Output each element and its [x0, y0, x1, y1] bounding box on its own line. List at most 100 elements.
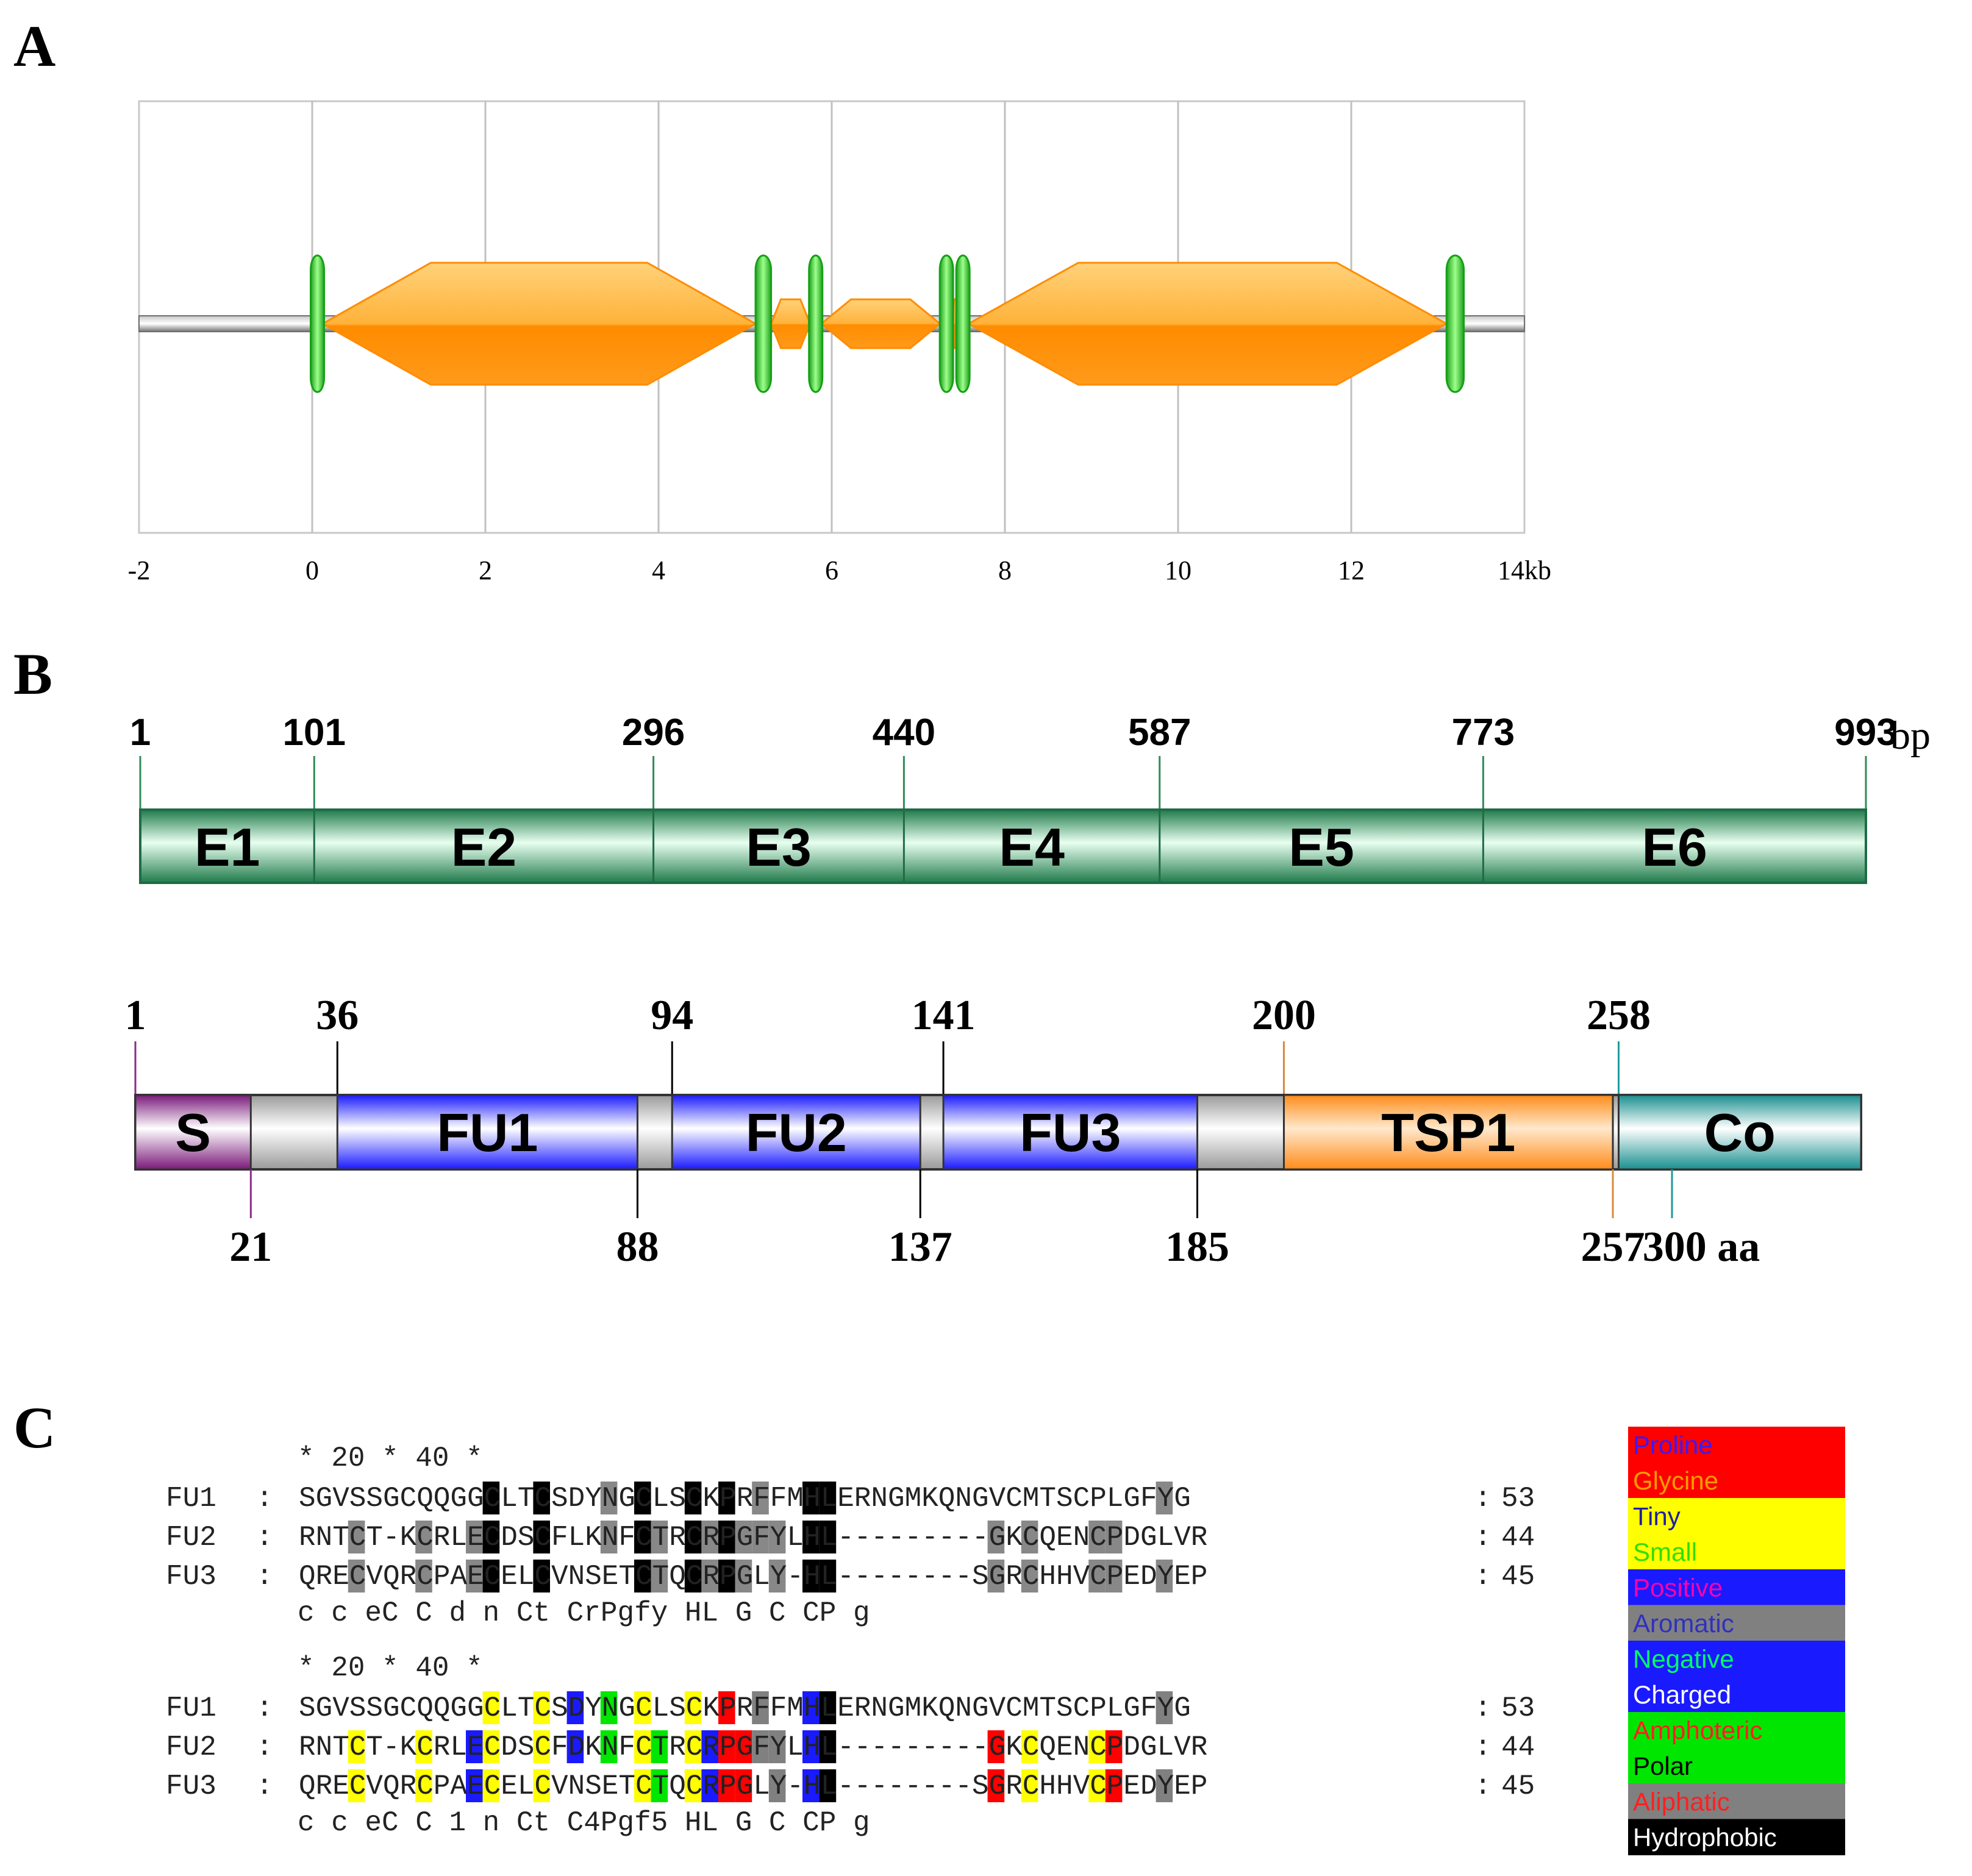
residue-shade	[1021, 1730, 1038, 1763]
residue: C	[1090, 1771, 1107, 1802]
residue-shade	[600, 1691, 618, 1724]
legend-label: Proline	[1633, 1431, 1713, 1460]
residue: T	[652, 1732, 670, 1763]
residue: T	[366, 1732, 383, 1763]
residue: T	[366, 1522, 383, 1553]
residue-shade	[1088, 1730, 1106, 1763]
residue: M	[905, 1483, 922, 1514]
residue: Q	[299, 1771, 316, 1802]
separator: :	[256, 1771, 273, 1802]
residue-shade	[1105, 1769, 1123, 1802]
residue: P	[720, 1732, 737, 1763]
residue: E	[1056, 1522, 1073, 1553]
residue: L	[1107, 1692, 1124, 1724]
residue: E	[1174, 1771, 1191, 1802]
separator: :	[1474, 1483, 1492, 1514]
residue: N	[602, 1732, 619, 1763]
residue: V	[366, 1771, 383, 1802]
residue: S	[518, 1732, 535, 1763]
residue-shade	[1156, 1482, 1173, 1514]
residue: S	[1056, 1483, 1073, 1514]
residue: Y	[1157, 1771, 1174, 1802]
axis-tick-label: 8	[998, 555, 1012, 585]
residue: C	[534, 1522, 551, 1553]
residue: Y	[1157, 1692, 1174, 1724]
residue: P	[1090, 1483, 1107, 1514]
residue: S	[551, 1692, 568, 1724]
residue: R	[854, 1483, 871, 1514]
residue: Q	[669, 1561, 686, 1592]
residue: V	[1073, 1561, 1090, 1592]
cds-position-label: 101	[283, 712, 346, 754]
legend-swatch	[1628, 1747, 1845, 1784]
residue: L	[450, 1732, 467, 1763]
residue-shade	[701, 1730, 718, 1763]
residue: R	[1191, 1732, 1208, 1763]
residue-shade	[684, 1691, 702, 1724]
residue: F	[753, 1732, 770, 1763]
axis-tick-label: 10	[1165, 555, 1191, 585]
residue: Q	[434, 1692, 451, 1724]
residue-shade	[651, 1521, 668, 1553]
sequence-name: FU3	[166, 1771, 216, 1802]
intron-shape	[770, 298, 812, 349]
residue: N	[871, 1692, 888, 1724]
legend-swatch	[1628, 1783, 1845, 1820]
residue: C	[1073, 1692, 1090, 1724]
residue: S	[366, 1483, 383, 1514]
residue-shade	[735, 1730, 752, 1763]
residue: L	[1157, 1732, 1174, 1763]
cds-position-label: 773	[1452, 712, 1515, 754]
residue-shade	[718, 1521, 735, 1553]
residue-shade	[634, 1769, 651, 1802]
residue: -	[871, 1561, 888, 1592]
residue: K	[702, 1483, 720, 1514]
residue-shade	[701, 1560, 718, 1592]
consensus-line: c c eC C d n Ct CrPgfy HL G C CP g	[298, 1597, 870, 1629]
residue-shade	[768, 1560, 786, 1592]
protein-length-label: 300 aa	[1643, 1224, 1760, 1271]
residue: C	[1090, 1561, 1107, 1592]
residue: R	[669, 1732, 686, 1763]
residue-shade	[482, 1482, 500, 1514]
residue-shade	[634, 1730, 651, 1763]
residue: -	[888, 1561, 905, 1592]
residue-shade	[482, 1521, 500, 1553]
residue: -	[972, 1732, 989, 1763]
separator: :	[256, 1522, 273, 1553]
residue-shade	[718, 1730, 735, 1763]
separator: :	[256, 1483, 273, 1514]
residue: E	[1056, 1732, 1073, 1763]
residue: G	[316, 1483, 333, 1514]
residue: G	[989, 1771, 1006, 1802]
residue-shade	[819, 1560, 837, 1592]
residue-shade	[802, 1482, 820, 1514]
residue-shade	[768, 1521, 786, 1553]
residue: F	[618, 1732, 635, 1763]
axis-tick-label: 14kb	[1498, 555, 1551, 585]
residue: H	[1056, 1561, 1073, 1592]
top-position-label: 1	[125, 992, 146, 1039]
residue-shade	[533, 1521, 550, 1553]
domain-label: FU1	[437, 1102, 538, 1163]
alignment-ruler: * 20 * 40 *	[298, 1652, 483, 1684]
residue: V	[989, 1483, 1006, 1514]
residue: G	[737, 1771, 754, 1802]
protein-bar: S FU1 FU2 FU3 TSP1 Co	[134, 1094, 1862, 1171]
residue: P	[434, 1561, 451, 1592]
residue: Q	[299, 1561, 316, 1592]
residue-shade	[802, 1730, 820, 1763]
residue: P	[1191, 1771, 1208, 1802]
residue: N	[568, 1771, 585, 1802]
residue-shade	[684, 1560, 702, 1592]
cds-bar-body	[139, 808, 1867, 884]
residue: S	[349, 1483, 366, 1514]
legend-label: Tiny	[1633, 1502, 1681, 1531]
residue: V	[989, 1692, 1006, 1724]
residue-shade	[651, 1730, 668, 1763]
residue-shade	[651, 1769, 668, 1802]
residue: P	[1090, 1692, 1107, 1724]
legend-swatch	[1628, 1427, 1845, 1463]
residue: R	[1191, 1522, 1208, 1553]
